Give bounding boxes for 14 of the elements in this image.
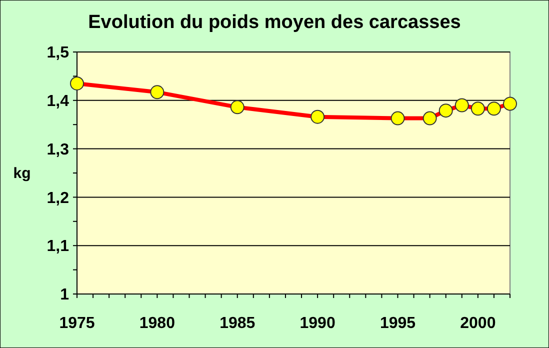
x-tick-label: 1985: [220, 315, 256, 332]
x-tick-label: 1995: [380, 315, 416, 332]
x-tick-label: 1980: [139, 315, 176, 332]
y-tick-label: 1,3: [46, 141, 70, 158]
y-tick-label: 1,5: [46, 44, 70, 62]
y-tick-label: 1,1: [46, 238, 70, 256]
x-tick-label: 1975: [59, 315, 95, 332]
x-tick-label: 2000: [460, 315, 496, 332]
chart-title: Evolution du poids moyen des carcasses: [88, 12, 461, 33]
x-tick-label: 1990: [300, 315, 336, 332]
y-tick-label: 1,2: [46, 190, 70, 207]
y-tick-label: 1,4: [46, 93, 70, 110]
y-tick-label: 1: [60, 286, 70, 304]
y-axis-title: kg: [13, 165, 31, 182]
